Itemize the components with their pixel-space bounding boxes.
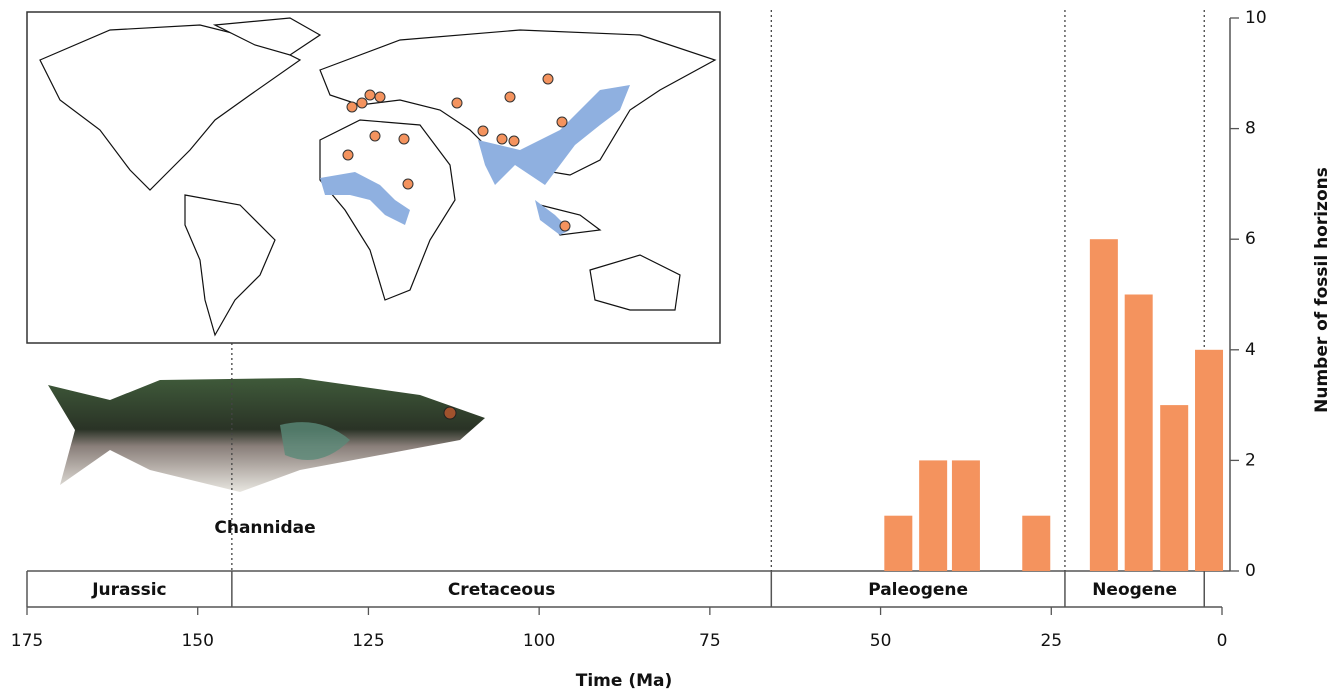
y-axis-label: Number of fossil horizons <box>1312 167 1332 413</box>
x-tick-label: 175 <box>11 631 43 651</box>
period-label: Cretaceous <box>448 580 556 600</box>
x-tick-label: 0 <box>1217 631 1228 651</box>
bar <box>1195 350 1223 571</box>
x-tick-label: 150 <box>181 631 213 651</box>
bar <box>919 460 947 571</box>
y-tick-label: 2 <box>1245 450 1256 470</box>
x-axis-label: Time (Ma) <box>576 671 673 691</box>
annotation: Channidae <box>214 518 315 538</box>
y-tick-label: 8 <box>1245 119 1256 139</box>
fish-illustration <box>48 378 485 492</box>
period-label: Neogene <box>1092 580 1177 600</box>
x-tick-label: 50 <box>870 631 892 651</box>
x-tick-label: 75 <box>699 631 721 651</box>
y-tick-label: 6 <box>1245 229 1256 249</box>
x-tick-label: 25 <box>1040 631 1062 651</box>
y-tick-label: 4 <box>1245 340 1256 360</box>
bar <box>1160 405 1188 571</box>
bar <box>952 460 980 571</box>
chart: Channidae Time (Ma) Number of fossil hor… <box>0 0 1343 695</box>
bar <box>1022 516 1050 571</box>
x-tick-label: 125 <box>352 631 384 651</box>
x-tick-label: 100 <box>523 631 555 651</box>
y-tick-label: 0 <box>1245 561 1256 581</box>
bar <box>884 516 912 571</box>
period-label: Paleogene <box>868 580 968 600</box>
bar <box>1125 295 1153 572</box>
bar <box>1090 239 1118 571</box>
y-tick-label: 10 <box>1245 8 1267 28</box>
period-label: Jurassic <box>91 580 166 600</box>
map-inset <box>27 12 720 343</box>
